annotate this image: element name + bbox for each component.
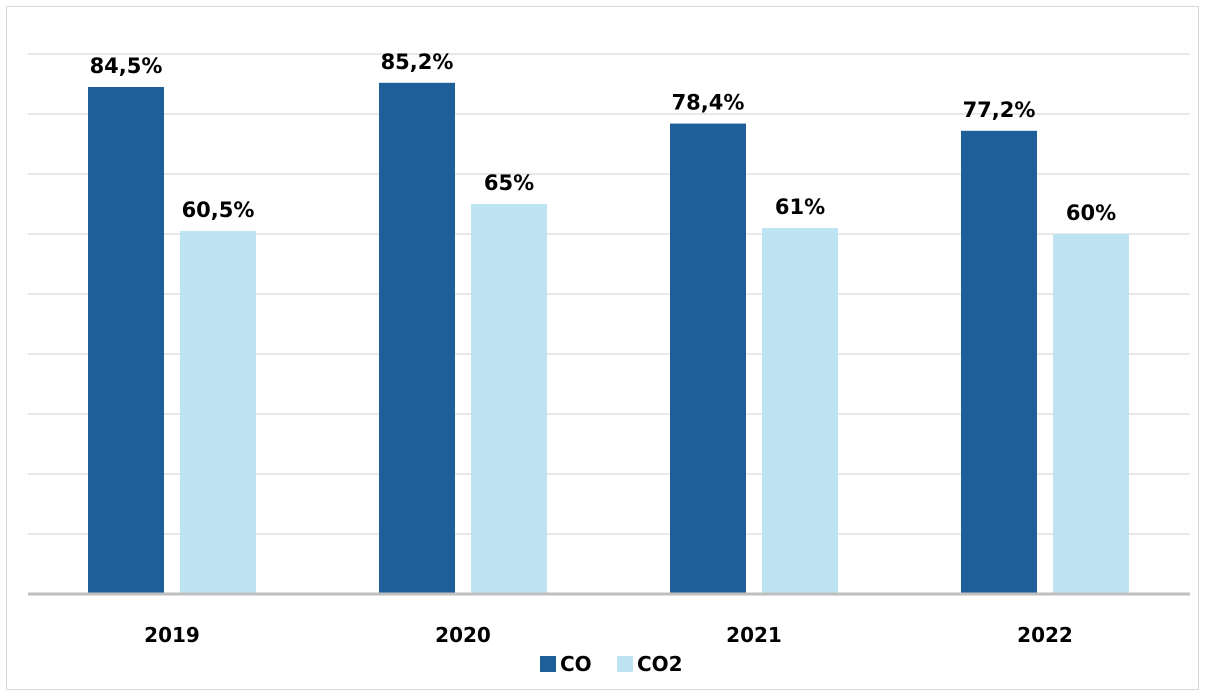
bar-co-2020 xyxy=(379,82,455,595)
data-label: 60,5% xyxy=(182,198,255,222)
bar-co2-2019 xyxy=(180,231,256,594)
x-tick-label: 2020 xyxy=(435,623,491,647)
bar-co2-2022 xyxy=(1053,234,1129,594)
legend-swatch-co2 xyxy=(617,656,633,672)
bar-co-2021 xyxy=(670,123,746,594)
bar-co-2022 xyxy=(961,130,1037,595)
legend-label-co: CO xyxy=(560,652,592,676)
data-label: 65% xyxy=(484,171,534,195)
data-label: 78,4% xyxy=(672,91,745,115)
bar-co2-2021 xyxy=(762,228,838,594)
data-label: 61% xyxy=(775,195,825,219)
data-label: 84,5% xyxy=(90,54,163,78)
legend-label-co2: CO2 xyxy=(637,652,683,676)
bar-co-2019 xyxy=(88,87,164,594)
data-label: 60% xyxy=(1066,201,1116,225)
x-tick-label: 2022 xyxy=(1017,623,1073,647)
bar-co2-2020 xyxy=(471,204,547,594)
x-tick-label: 2019 xyxy=(144,623,200,647)
x-tick-label: 2021 xyxy=(726,623,782,647)
data-label: 85,2% xyxy=(381,50,454,74)
data-label: 77,2% xyxy=(963,98,1036,122)
legend-swatch-co xyxy=(540,656,556,672)
